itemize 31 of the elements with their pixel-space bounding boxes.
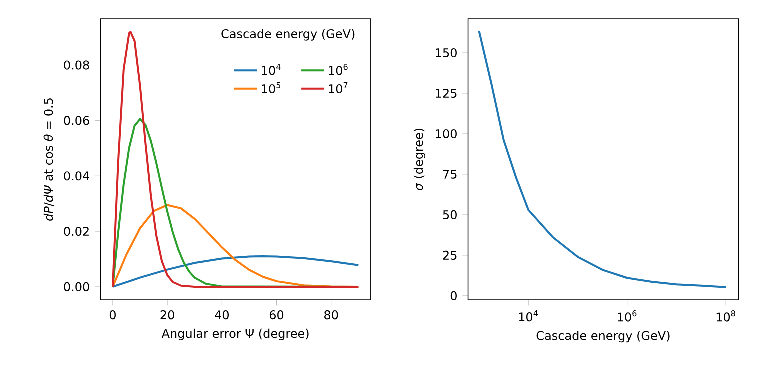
y-tick-label: 50 <box>443 210 457 220</box>
y-tick-label: 0.00 <box>64 282 90 292</box>
y-axis-title: dP/dΨ at cos θ = 0.5 <box>44 98 54 221</box>
legend-title: Cascade energy (GeV) <box>222 29 355 41</box>
x-tick-label: 80 <box>324 310 338 320</box>
y-axis-title: σ (degree) <box>414 128 426 190</box>
y-tick-label: 0.04 <box>64 172 90 181</box>
y-tick-label: 25 <box>443 250 457 260</box>
y-tick-label: 100 <box>436 129 457 139</box>
legend-label: 10$^{5}$ <box>262 82 281 94</box>
y-tick-label: 0.02 <box>64 227 89 236</box>
line-series <box>112 255 360 288</box>
x-tick-label: 10$^{4}$ <box>519 310 538 322</box>
x-axis-title: Cascade energy (GeV) <box>536 331 670 343</box>
x-tick-label: 60 <box>270 310 284 320</box>
x-axis-title: Angular error Ψ (degree) <box>162 328 309 341</box>
x-tick-label: 40 <box>215 310 229 320</box>
line-series <box>112 31 360 288</box>
x-tick-label: 0 <box>110 310 116 320</box>
legend-label: 10$^{7}$ <box>329 82 348 94</box>
x-tick-label: 20 <box>160 310 174 320</box>
legend-label: 10$^{6}$ <box>329 64 348 76</box>
y-tick-label: 0.06 <box>64 116 90 126</box>
y-tick-label: 0.08 <box>64 60 90 70</box>
x-tick-label: 10$^{6}$ <box>618 310 637 322</box>
y-tick-label: 150 <box>436 48 457 58</box>
y-tick-label: 75 <box>443 170 457 179</box>
y-tick-label: 0 <box>450 291 457 300</box>
y-tick-label: 125 <box>436 88 457 98</box>
x-tick-label: 10$^{8}$ <box>716 310 736 322</box>
legend-label: 10$^{4}$ <box>262 64 281 76</box>
